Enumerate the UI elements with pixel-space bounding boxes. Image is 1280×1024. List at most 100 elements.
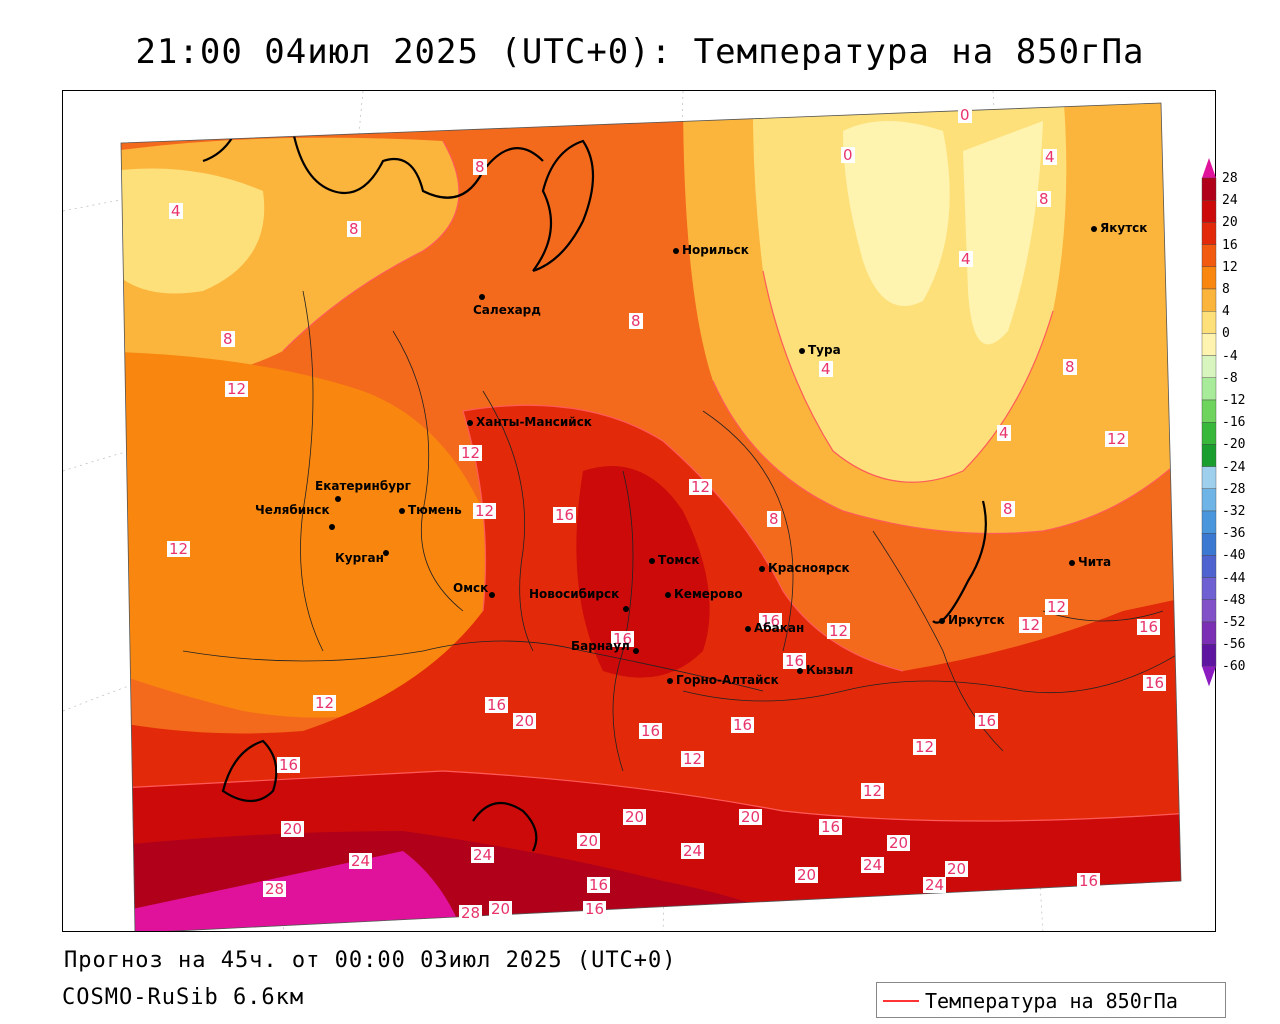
colorbar-tick-label: -52	[1222, 615, 1246, 630]
city-salekhard	[479, 289, 488, 303]
city-tomsk: Томск	[649, 553, 700, 567]
contour-label: 12	[827, 622, 851, 640]
colorbar-swatch	[1201, 377, 1217, 401]
colorbar-tick-label: -4	[1222, 348, 1238, 364]
contour-label: 4	[819, 360, 833, 378]
colorbar-tick-label: -36	[1222, 526, 1246, 542]
contour-label: 8	[1001, 500, 1015, 518]
contour-label: 16	[1077, 872, 1101, 890]
contour-label: 16	[553, 506, 577, 524]
contour-label: 4	[169, 202, 183, 220]
contour-label: 4	[1043, 148, 1057, 166]
city-chelyabinsk	[329, 519, 338, 533]
colorbar-swatch	[1201, 533, 1217, 556]
contour-label: 16	[587, 876, 611, 894]
colorbar-tick-label: -32	[1222, 504, 1246, 519]
colorbar-swatch	[1201, 422, 1217, 445]
colorbar-tick-label: 28	[1222, 171, 1238, 186]
contour-label: 16	[1137, 618, 1161, 636]
map-title: 21:00 04июл 2025 (UTC+0): Температура на…	[135, 32, 1145, 72]
contour-label: 16	[731, 716, 755, 734]
contour-label: 16	[819, 818, 843, 836]
contour-label: 12	[1019, 616, 1043, 634]
colorbar-swatch	[1201, 444, 1217, 467]
contour-label: 12	[459, 444, 483, 462]
contour-label: 24	[681, 842, 705, 860]
city-kemerovo: Кемерово	[665, 587, 743, 601]
contour-label: 28	[263, 880, 287, 898]
colorbar-tick-label: -8	[1222, 370, 1238, 386]
city-tyumen: Тюмень	[399, 503, 462, 517]
contour-label: 16	[975, 712, 999, 730]
temperature-map[interactable]: 0 0 4 4 4 4 4 8 8 8 8 8 8 8 8 12 12 12 1…	[62, 90, 1216, 932]
contour-label: 24	[349, 852, 373, 870]
contour-label: 0	[958, 106, 972, 124]
colorbar-swatch	[1201, 288, 1217, 312]
city-gorno-altaysk: Горно-Алтайск	[667, 673, 779, 687]
contour-label: 24	[861, 856, 885, 874]
city-barnaul-label: Барнаул	[571, 639, 630, 653]
colorbar-swatch	[1201, 177, 1217, 201]
city-kurgan	[383, 545, 392, 559]
colorbar-tick-label: 0	[1222, 326, 1230, 342]
contour-label: 12	[913, 738, 937, 756]
contour-label: 8	[1063, 358, 1077, 376]
contour-label: 8	[473, 158, 487, 176]
colorbar-bottom-arrow	[1202, 666, 1216, 687]
city-norilsk: Норильск	[673, 243, 749, 257]
contour-label: 12	[1105, 430, 1129, 448]
contour-label: 28	[459, 904, 483, 922]
colorbar-swatch	[1201, 399, 1217, 423]
contour-label: 16	[277, 756, 301, 774]
legend-label: Температура на 850гПа	[925, 989, 1178, 1013]
colorbar-swatch	[1201, 355, 1217, 379]
contour-label: 8	[347, 220, 361, 238]
city-salekhard-label: Салехард	[473, 303, 541, 317]
city-yakutsk: Якутск	[1091, 221, 1147, 235]
contour-label: 4	[959, 250, 973, 268]
contour-label: 20	[795, 866, 819, 884]
contour-label: 16	[639, 722, 663, 740]
city-khanty-mansiysk: Ханты-Мансийск	[467, 415, 592, 429]
colorbar-swatch	[1201, 599, 1217, 623]
colorbar-tick-label: -24	[1222, 459, 1246, 475]
colorbar-top-arrow	[1202, 158, 1216, 178]
contour-label: 8	[1037, 190, 1051, 208]
contour-label: 16	[611, 630, 635, 648]
city-barnaul	[633, 643, 642, 657]
contour-label: 20	[513, 712, 537, 730]
city-yekaterinburg	[335, 491, 344, 505]
contour-label: 16	[583, 900, 607, 918]
colorbar-swatch	[1201, 222, 1217, 245]
colorbar-tick-label: 16	[1222, 237, 1238, 253]
city-kyzyl: Кызыл	[797, 663, 853, 677]
contour-label: 20	[887, 834, 911, 852]
city-kurgan-label: Курган	[335, 551, 384, 565]
colorbar-swatch	[1201, 466, 1217, 490]
colorbar-swatch	[1201, 577, 1217, 601]
colorbar-tick-label: 4	[1222, 304, 1230, 320]
colorbar-tick-label: 8	[1222, 282, 1230, 297]
colorbar-tick-label: -48	[1222, 592, 1246, 608]
city-abakan: Абакан	[745, 621, 804, 635]
contour-label: 12	[225, 380, 249, 398]
contour-label: 8	[221, 330, 235, 348]
colorbar-swatch	[1201, 644, 1217, 667]
city-omsk	[489, 587, 498, 601]
contour-label: 12	[689, 478, 713, 496]
contour-label: 16	[759, 612, 783, 630]
contour-label: 12	[473, 502, 497, 520]
city-yekaterinburg-label: Екатеринбург	[315, 479, 411, 493]
contour-label: 16	[783, 652, 807, 670]
colorbar-swatch	[1201, 244, 1217, 267]
legend-line-swatch	[883, 1000, 919, 1002]
model-name: COSMO-RuSib 6.6км	[62, 985, 305, 1010]
colorbar-swatch	[1201, 510, 1217, 534]
contour-label: 4	[997, 424, 1011, 442]
colorbar-tick-label: -20	[1222, 437, 1246, 453]
temperature-colorbar: 28 24 20 16 12 8 4 0 -4 -8 -12 -16 -20 -24 -28 -32 -36 -4…	[1200, 158, 1280, 688]
colorbar-swatch	[1201, 200, 1217, 223]
city-omsk-label: Омск	[453, 581, 489, 595]
contour-label: 20	[577, 832, 601, 850]
city-tura: Тура	[799, 343, 841, 357]
